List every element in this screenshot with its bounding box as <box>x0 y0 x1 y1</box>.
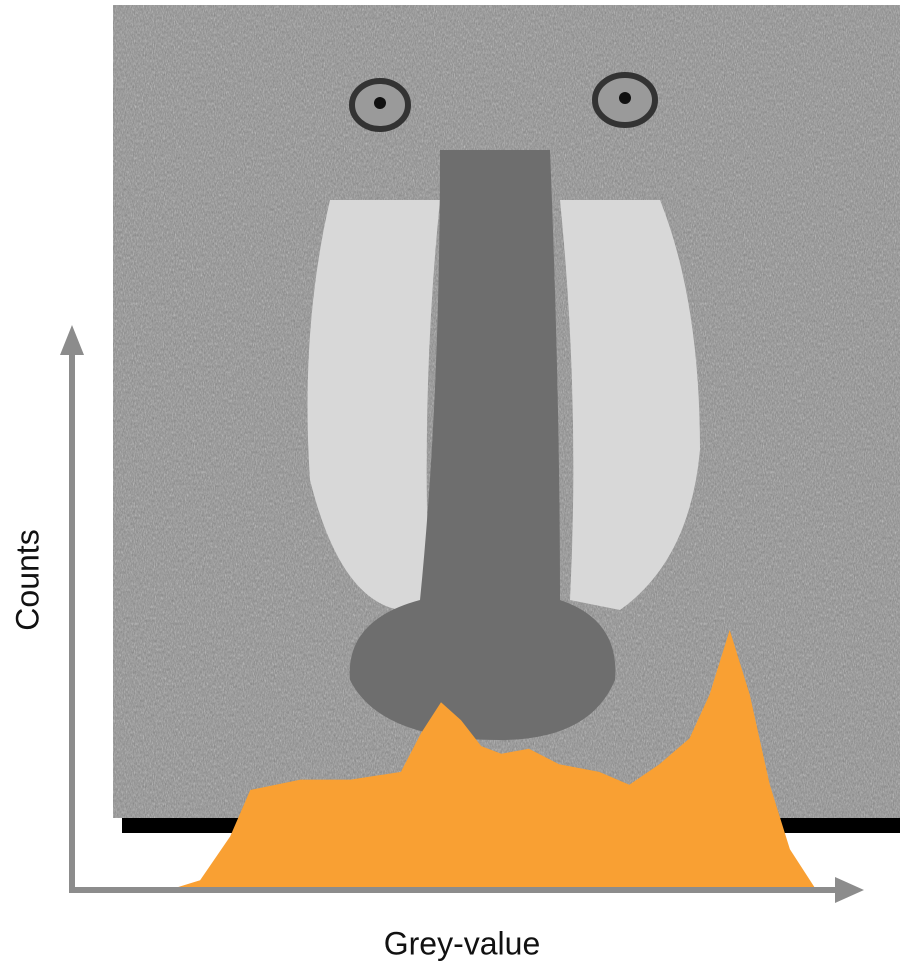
photo <box>113 5 900 833</box>
y-axis-label: Counts <box>9 529 45 630</box>
x-axis-label: Grey-value <box>384 925 541 961</box>
chart: Counts Grey-value <box>0 0 902 971</box>
